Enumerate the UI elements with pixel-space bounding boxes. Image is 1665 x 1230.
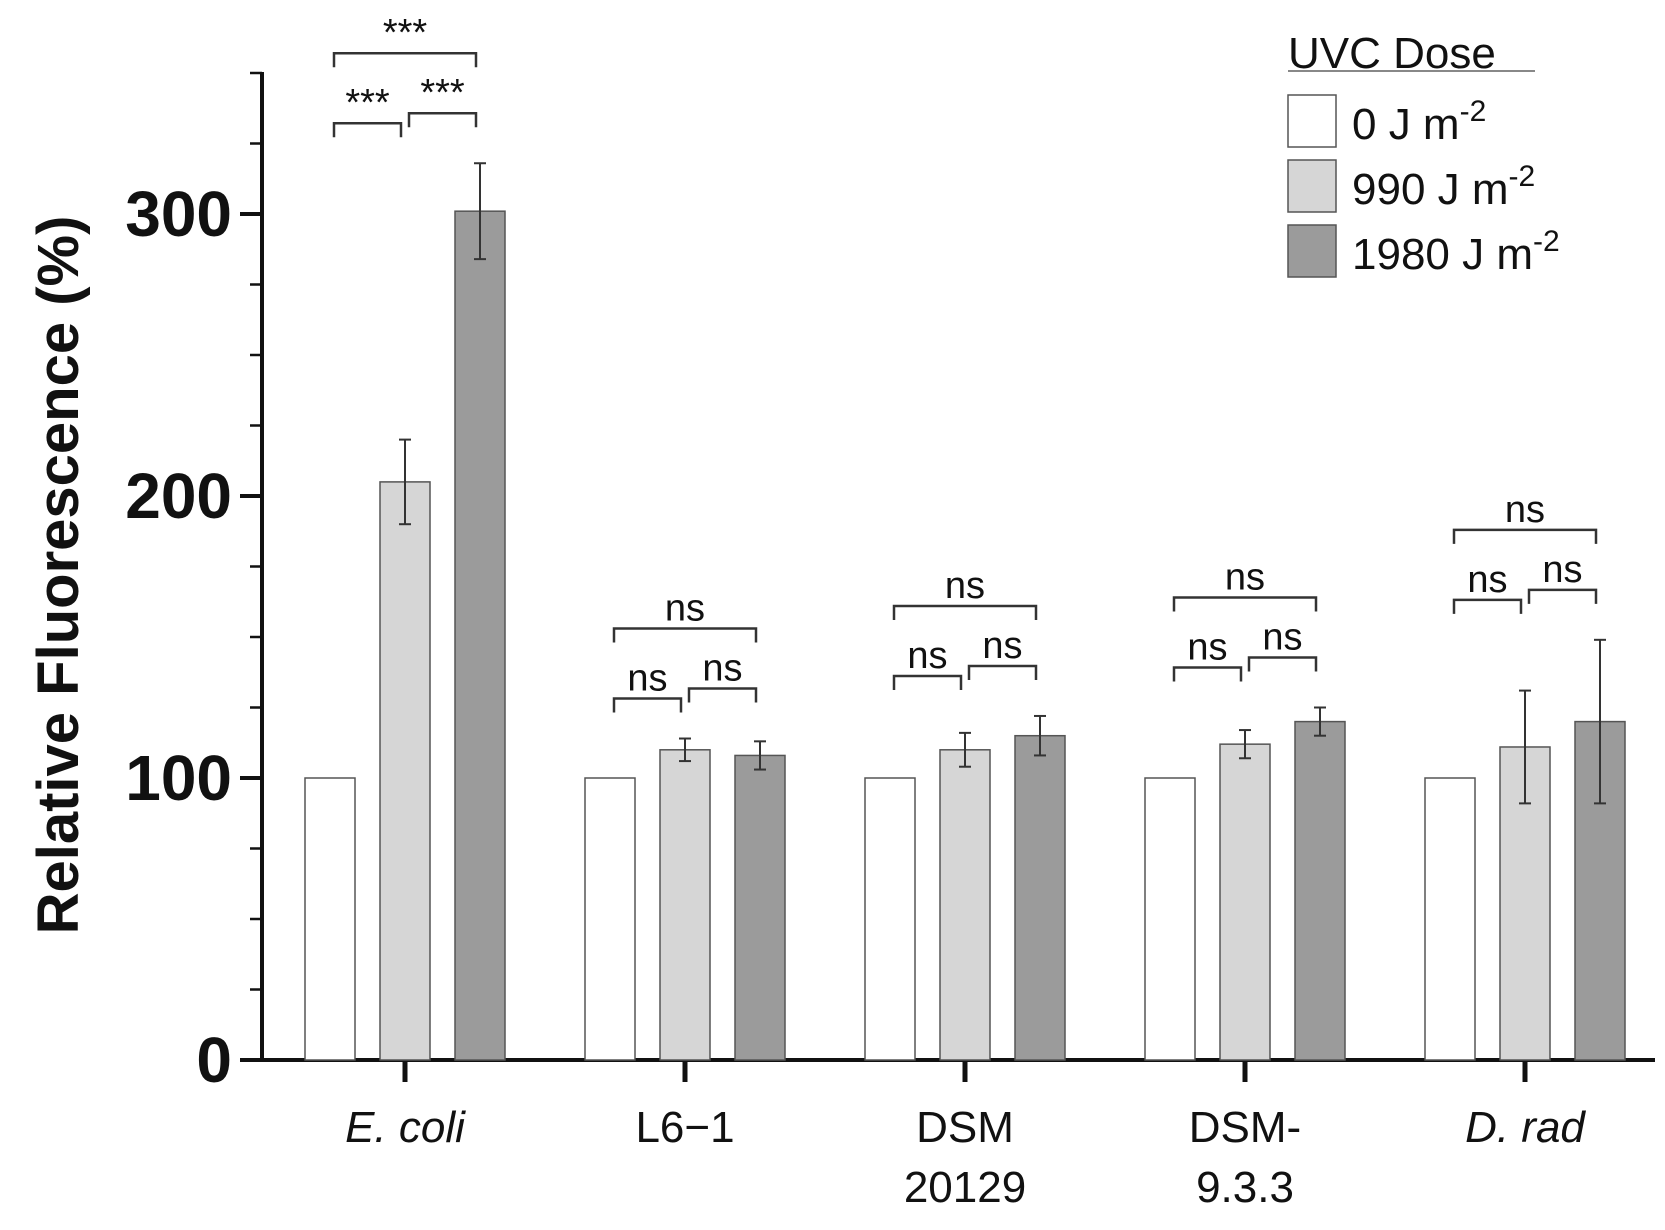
- bar: [734, 754, 786, 1061]
- bar: [939, 749, 991, 1061]
- category-label: E. coli: [345, 1103, 466, 1152]
- significance-bracket: [1452, 598, 1523, 614]
- bar: [454, 210, 506, 1061]
- bars: [304, 162, 1626, 1061]
- significance-bracket: [1172, 596, 1318, 612]
- bar: [1219, 743, 1271, 1061]
- legend: UVC Dose 0 J m-2 990 J m-2 1980 J m-2: [1287, 29, 1560, 279]
- significance-label: ns: [1467, 559, 1507, 601]
- significance-bracket: [612, 697, 683, 713]
- legend-swatch: [1287, 94, 1337, 148]
- significance-bracket: [1452, 528, 1598, 544]
- legend-entry: 990 J m-2: [1352, 160, 1535, 214]
- legend-entry-superscript: -2: [1460, 95, 1487, 128]
- x-axis: E. coli L6−1 DSM 20129 DSM- 9.3.3 D. rad: [262, 1058, 1655, 1212]
- category-label: DSM-: [1189, 1103, 1301, 1152]
- significance-label: ***: [383, 12, 428, 54]
- significance-label: ns: [1187, 627, 1227, 669]
- significance-bracket: [687, 687, 758, 703]
- significance-label: ns: [1262, 617, 1302, 659]
- significance-bracket: [1247, 656, 1318, 672]
- legend-entry: 0 J m-2: [1352, 95, 1486, 149]
- category-label: D. rad: [1465, 1103, 1586, 1152]
- bar: [1144, 777, 1196, 1061]
- legend-swatch: [1287, 224, 1337, 278]
- legend-entry: 1980 J m-2: [1352, 225, 1560, 279]
- category-label: L6−1: [635, 1103, 734, 1152]
- significance-bracket: [332, 51, 478, 68]
- legend-entry-superscript: -2: [1509, 160, 1536, 193]
- y-tick-label: 0: [196, 1024, 232, 1096]
- y-axis: 0 100 200 300: [125, 71, 264, 1096]
- bar: [379, 481, 431, 1061]
- significance-label: ns: [982, 625, 1022, 667]
- y-tick-label: 100: [125, 742, 232, 814]
- y-tick-label: 300: [125, 178, 232, 250]
- y-tick-label: 200: [125, 460, 232, 532]
- significance-bracket: [967, 664, 1038, 680]
- y-axis-label: Relative Fluorescence (%): [26, 216, 91, 935]
- category-label: DSM: [916, 1103, 1014, 1152]
- significance-label: ns: [1505, 489, 1545, 531]
- significance-label: ns: [1542, 549, 1582, 591]
- significance-bracket: [892, 674, 963, 690]
- bar: [1014, 734, 1066, 1061]
- legend-swatch: [1287, 159, 1337, 213]
- bar: [1424, 777, 1476, 1061]
- category-label-line2: 9.3.3: [1196, 1163, 1294, 1212]
- bar: [1294, 720, 1346, 1061]
- bar: [659, 749, 711, 1061]
- significance-bracket: [1527, 588, 1598, 604]
- significance-bracket: [407, 111, 478, 128]
- category-label-line2: 20129: [904, 1163, 1026, 1212]
- significance-bracket: [1172, 666, 1243, 682]
- significance-label: ns: [702, 648, 742, 690]
- legend-entry-superscript: -2: [1533, 225, 1560, 258]
- bar: [304, 777, 356, 1061]
- bar: [584, 777, 636, 1061]
- significance-label: ns: [1225, 557, 1265, 599]
- legend-title: UVC Dose: [1288, 29, 1496, 78]
- significance-label: ***: [420, 72, 465, 114]
- significance-bracket: [612, 627, 758, 643]
- significance-label: ns: [907, 635, 947, 677]
- bar: [864, 777, 916, 1061]
- significance-label: ns: [627, 658, 667, 700]
- significance-label: ns: [665, 588, 705, 630]
- significance-label: ***: [345, 82, 390, 124]
- significance-label: ns: [945, 565, 985, 607]
- significance-bracket: [332, 121, 403, 138]
- significance-bracket: [892, 604, 1038, 620]
